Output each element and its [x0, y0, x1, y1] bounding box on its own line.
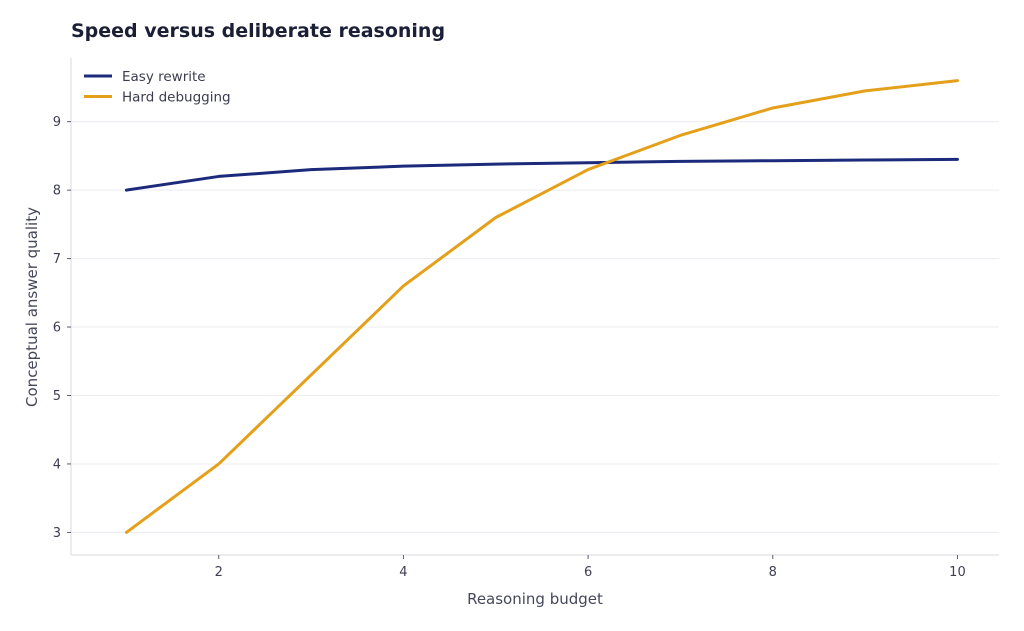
y-tick-label: 7: [53, 252, 61, 267]
chart-title: Speed versus deliberate reasoning: [71, 20, 446, 42]
series-lines: [124, 79, 959, 534]
y-tick-label: 5: [53, 389, 61, 404]
tick-labels: 3 4 5 6 7 8 9 2 4 6 8 10: [53, 115, 966, 580]
y-axis-label: Conceptual answer quality: [23, 207, 41, 407]
x-axis-label: Reasoning budget: [467, 590, 603, 608]
y-tick-label: 3: [53, 526, 61, 541]
x-tick-label: 10: [949, 565, 966, 580]
legend: Easy rewrite Hard debugging: [84, 69, 231, 105]
legend-label-1: Easy rewrite: [122, 69, 206, 85]
x-tick-label: 4: [399, 565, 407, 580]
x-tick-label: 2: [215, 565, 223, 580]
y-tick-label: 4: [53, 457, 61, 472]
x-tick-label: 6: [584, 565, 592, 580]
series-line-1: [124, 157, 959, 192]
y-tick-label: 9: [53, 115, 61, 130]
y-tick-label: 6: [53, 321, 61, 336]
series-line-2: [124, 79, 959, 534]
legend-label-2: Hard debugging: [122, 89, 231, 105]
gridlines: [71, 121, 999, 533]
y-tick-label: 8: [53, 184, 61, 199]
axes: [70, 58, 999, 556]
x-tick-label: 8: [769, 565, 777, 580]
